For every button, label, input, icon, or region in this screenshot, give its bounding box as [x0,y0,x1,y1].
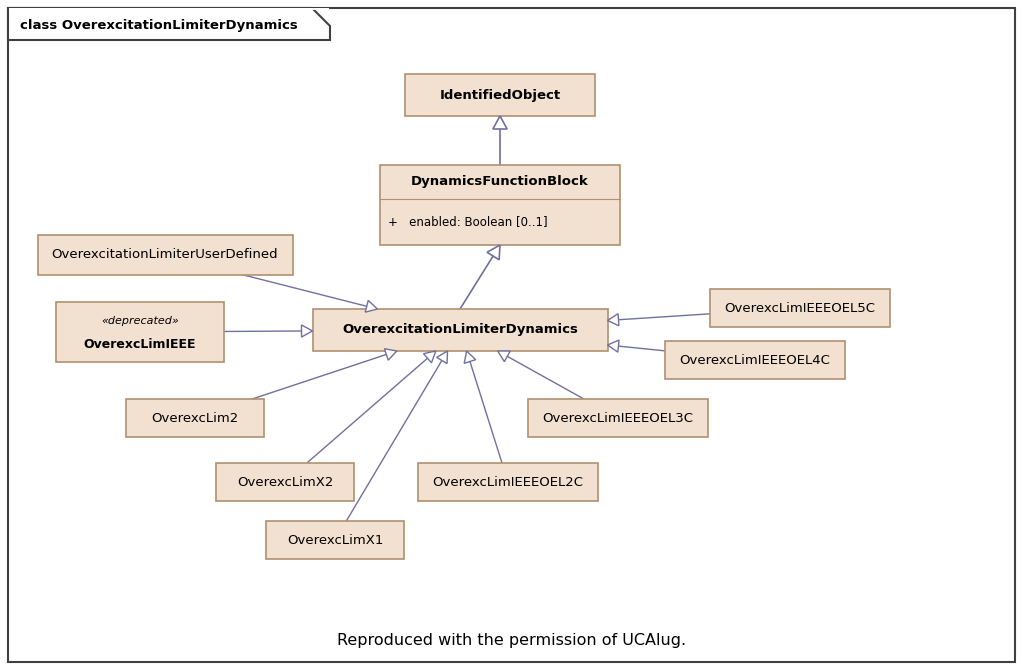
Text: OverexcLimX2: OverexcLimX2 [236,476,333,488]
Text: OverexcLimIEEEOEL4C: OverexcLimIEEEOEL4C [679,354,831,366]
Bar [266,521,404,559]
Polygon shape [302,325,312,337]
Polygon shape [424,351,436,362]
Text: class OverexcitationLimiterDynamics: class OverexcitationLimiterDynamics [20,19,298,31]
Bar [56,302,224,362]
Text: OverexcitationLimiterUserDefined: OverexcitationLimiterUserDefined [52,249,278,261]
Bar [9,8,329,9]
Bar [405,74,595,116]
Text: «deprecated»: «deprecated» [101,316,179,326]
Text: Reproduced with the permission of UCAlug.: Reproduced with the permission of UCAlug… [337,632,686,647]
Bar [710,289,890,327]
Polygon shape [608,340,619,352]
Bar [528,399,708,437]
Text: +   enabled: Boolean [0..1]: + enabled: Boolean [0..1] [388,215,547,228]
Bar [38,235,293,275]
Text: OverexcLimIEEEOEL2C: OverexcLimIEEEOEL2C [433,476,583,488]
Polygon shape [498,351,510,362]
Polygon shape [8,8,330,40]
Text: OverexcitationLimiterDynamics: OverexcitationLimiterDynamics [342,324,578,336]
Text: OverexcLimIEEEOEL3C: OverexcLimIEEEOEL3C [542,411,694,425]
Bar [380,165,620,245]
Bar [126,399,264,437]
Bar [216,463,354,501]
Bar [665,341,845,379]
Polygon shape [493,116,507,129]
Polygon shape [487,245,500,260]
Polygon shape [464,351,476,363]
Text: OverexcLimIEEEOEL5C: OverexcLimIEEEOEL5C [724,302,876,314]
Text: IdentifiedObject: IdentifiedObject [440,88,561,101]
Polygon shape [365,300,377,312]
Text: OverexcLimX1: OverexcLimX1 [286,533,384,547]
Polygon shape [608,314,619,326]
Polygon shape [385,348,397,360]
Text: OverexcLim2: OverexcLim2 [151,411,238,425]
Polygon shape [437,351,447,364]
Text: DynamicsFunctionBlock: DynamicsFunctionBlock [411,176,589,188]
Bar [418,463,598,501]
Text: OverexcLimIEEE: OverexcLimIEEE [84,338,196,350]
Bar [312,309,608,351]
